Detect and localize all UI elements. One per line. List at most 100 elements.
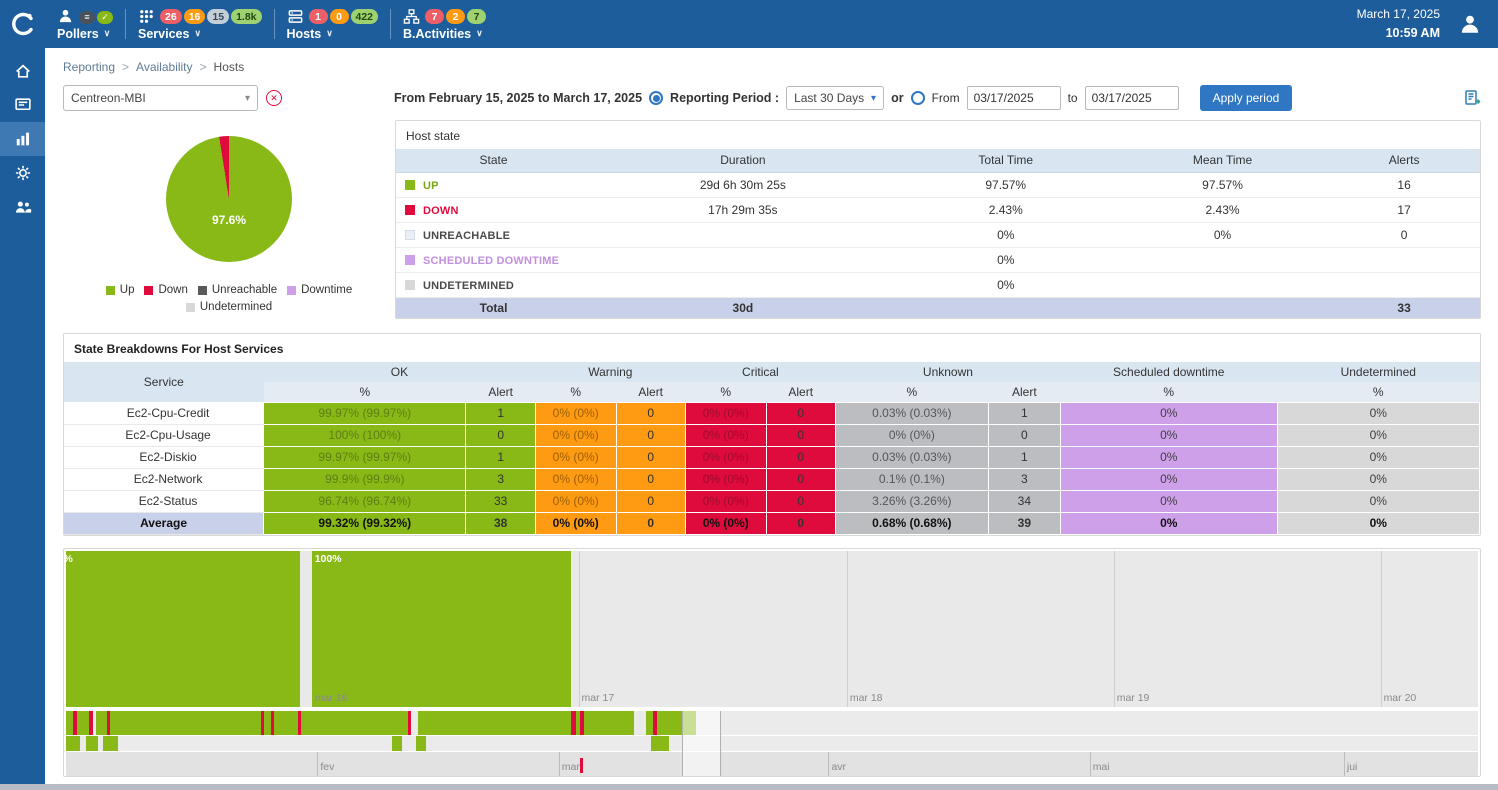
breakdown-cell-warning_alert: 0 — [615, 445, 686, 469]
availability-timeline-widget: mar 16 mar 17 mar 18 mar 19 mar 20 100% 100% f… — [63, 547, 1481, 777]
event-segment — [416, 735, 427, 751]
status-segment-ok — [646, 710, 654, 735]
day-gridline-label: mar 20 — [1383, 691, 1417, 704]
host-state-cell-total_time: 2.43% — [894, 197, 1117, 223]
timeline-overview-scrubber[interactable]: fev mar avr mai jui — [66, 751, 1478, 776]
breakdown-cell-ok: 99.97% (99.97%) — [263, 445, 467, 469]
status-segment-critical — [260, 710, 265, 735]
menu-services[interactable]: 26 16 15 1.8k Services ∨ — [126, 0, 274, 48]
services-count-badge: 26 — [160, 9, 182, 25]
hosts-icon — [288, 10, 302, 23]
host-state-cell-mean_time: 0% — [1116, 222, 1329, 248]
availability-graph[interactable]: mar 16 mar 17 mar 18 mar 19 mar 20 100% 100% — [66, 550, 1478, 707]
export-report-icon[interactable] — [1463, 89, 1481, 107]
host-group-select-value: Centreon-MBI — [71, 91, 146, 105]
main-content: Reporting > Availability > Hosts Centreon-MB… — [45, 48, 1498, 784]
from-date-input[interactable] — [966, 86, 1061, 110]
breakdown-cell-undetermined: 0% — [1276, 489, 1481, 513]
breakdown-cell-critical: 0% (0%) — [684, 401, 767, 425]
breakdown-cell-warning: 0% (0%) — [534, 467, 617, 491]
menu-pollers[interactable]: ≡ ✓ Pollers ∨ — [45, 0, 125, 48]
current-date: March 17, 2025 — [1356, 7, 1440, 22]
sidebar-item-reporting[interactable] — [0, 122, 45, 156]
breakdown-cell-unknown: 0.03% (0.03%) — [834, 401, 989, 425]
breakdown-cell-ok: 99.9% (99.9%) — [263, 467, 467, 491]
breakdown-cell-ok: 96.74% (96.74%) — [263, 489, 467, 513]
to-date-input[interactable] — [1084, 86, 1179, 110]
breakdown-cell-unknown: 0.1% (0.1%) — [834, 467, 989, 491]
status-segment-ok — [95, 710, 107, 735]
sidebar-item-home[interactable] — [0, 54, 45, 88]
day-gridline — [1380, 550, 1382, 707]
services-icon — [140, 10, 153, 23]
chevron-down-icon: ∨ — [476, 27, 483, 38]
host-state-total-alerts: 33 — [1328, 297, 1480, 318]
sidebar-navigation — [0, 48, 45, 784]
breakdown-cell-unknown_alert: 1 — [987, 401, 1061, 425]
caret-down-icon: ▾ — [871, 92, 877, 104]
host-state-column-state: State — [396, 149, 592, 173]
host-state-table: State Duration Total Time Mean Time Alerts U… — [396, 149, 1480, 318]
breadcrumb-item-hosts[interactable]: Hosts — [213, 60, 245, 74]
month-gridline-label: jui — [1346, 760, 1358, 773]
status-segment-critical — [297, 710, 302, 735]
chevron-down-icon: ∨ — [326, 27, 333, 38]
breakdown-subheader-8: % — [1060, 382, 1278, 402]
centreon-logo[interactable] — [0, 11, 45, 37]
clear-filter-icon[interactable]: ✕ — [266, 90, 282, 106]
breadcrumb-separator: > — [199, 60, 207, 74]
host-state-row: UNREACHABLE 0% 0% 0 — [396, 222, 1480, 248]
legend-color-swatch — [197, 285, 207, 295]
host-state-cell-total_time: 0% — [894, 222, 1117, 248]
sidebar-item-configuration[interactable] — [0, 156, 45, 190]
breakdown-cell-ok_alert: 3 — [465, 467, 536, 491]
host-group-select[interactable]: Centreon-MBI ▾ — [63, 85, 258, 111]
legend-color-swatch — [185, 302, 195, 312]
month-gridline — [317, 751, 319, 776]
custom-period-radio[interactable] — [910, 91, 925, 105]
host-state-cell-alerts: 16 — [1328, 172, 1480, 198]
availability-bar-label: 100% — [314, 552, 342, 565]
breadcrumb-item-availability[interactable]: Availability — [136, 60, 193, 74]
breadcrumb-item-reporting[interactable]: Reporting — [63, 60, 116, 74]
sidebar-item-monitoring[interactable] — [0, 88, 45, 122]
state-color-square — [405, 229, 415, 240]
top-navigation-bar: ≡ ✓ Pollers ∨ 26 16 15 1.8k Services ∨ — [0, 0, 1498, 48]
hosts-count-badge: 422 — [350, 9, 379, 25]
breakdown-subheader-0: % — [263, 382, 466, 402]
host-state-cell-state: SCHEDULED DOWNTIME — [396, 247, 592, 273]
timeline-selection-window[interactable] — [681, 710, 722, 776]
status-segment-ok — [575, 710, 580, 735]
status-segment-ok — [77, 710, 89, 735]
availability-pie-chart: 97.6% — [166, 136, 292, 262]
status-segment-critical — [73, 710, 78, 735]
reporting-period-label: Reporting Period : — [670, 91, 780, 105]
status-segment-ok — [584, 710, 634, 735]
breakdown-cell-critical: 0% (0%) — [684, 489, 767, 513]
pollers-badges: ≡ ✓ — [77, 9, 113, 24]
breakdown-subheader-2: % — [535, 382, 617, 402]
date-range-text: From February 15, 2025 to March 17, 2025 — [394, 91, 643, 105]
apply-period-button[interactable]: Apply period — [1199, 85, 1293, 111]
legend-label: Up — [119, 284, 135, 296]
breakdown-average-row: Average 99.32% (99.32%) 38 0% (0%) 0 0% (0%) 0… — [64, 511, 1481, 535]
breakdown-cell-service: Ec2-Cpu-Usage — [64, 424, 264, 447]
breakdown-cell-unknown_alert: 39 — [987, 511, 1061, 535]
sidebar-item-administration[interactable] — [0, 190, 45, 224]
period-select[interactable]: Last 30 Days ▾ — [786, 86, 885, 110]
host-state-title: Host state — [406, 129, 461, 143]
breakdown-cell-service: Ec2-Diskio — [64, 446, 264, 469]
user-profile-icon[interactable] — [1458, 12, 1482, 36]
business-activities-icon — [403, 9, 420, 24]
host-state-cell-total_time: 0% — [894, 272, 1117, 298]
breakdown-cell-critical_alert: 0 — [765, 511, 836, 535]
reporting-period-radio[interactable] — [649, 91, 664, 105]
pollers-icon — [59, 9, 72, 23]
breakdown-cell-warning_alert: 0 — [615, 467, 686, 491]
menu-hosts[interactable]: 1 0 422 Hosts ∨ — [275, 0, 391, 48]
breakdown-row: Ec2-Diskio 99.97% (99.97%) 1 0% (0%) 0 0% (0%… — [64, 445, 1481, 469]
services-badges: 26 16 15 1.8k — [158, 9, 262, 25]
breakdown-subheader-1: Alert — [465, 382, 536, 402]
state-color-square — [405, 279, 415, 290]
